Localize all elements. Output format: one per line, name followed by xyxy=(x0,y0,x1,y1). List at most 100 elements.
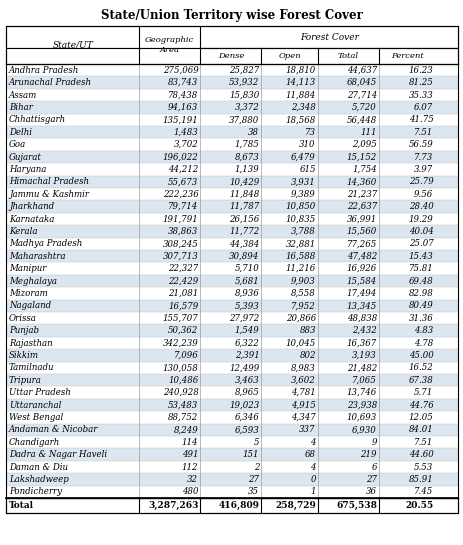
Text: 196,022: 196,022 xyxy=(162,153,198,161)
Bar xyxy=(6,423,457,436)
Bar xyxy=(6,175,457,188)
Text: 21,081: 21,081 xyxy=(168,289,198,298)
Text: West Bengal: West Bengal xyxy=(9,413,63,422)
Text: 22,429: 22,429 xyxy=(168,276,198,286)
Text: Kerala: Kerala xyxy=(9,227,38,236)
Text: 48,838: 48,838 xyxy=(346,314,376,323)
Text: 6: 6 xyxy=(370,463,376,471)
Text: 21,482: 21,482 xyxy=(346,364,376,372)
Text: 15,830: 15,830 xyxy=(229,90,259,100)
Bar xyxy=(6,138,457,151)
Text: 10,850: 10,850 xyxy=(285,202,315,211)
Text: 310: 310 xyxy=(299,140,315,149)
Text: 222,236: 222,236 xyxy=(162,190,198,199)
Text: 0: 0 xyxy=(310,475,315,484)
Text: 27,972: 27,972 xyxy=(229,314,259,323)
Text: 20.55: 20.55 xyxy=(404,501,432,510)
Text: 2,432: 2,432 xyxy=(351,326,376,335)
Text: 27: 27 xyxy=(365,475,376,484)
Text: 16.52: 16.52 xyxy=(408,364,432,372)
Text: 6,346: 6,346 xyxy=(234,413,259,422)
Text: Rajasthan: Rajasthan xyxy=(9,338,52,348)
Text: 5,710: 5,710 xyxy=(234,264,259,273)
Text: Meghalaya: Meghalaya xyxy=(9,276,57,286)
Text: 5.53: 5.53 xyxy=(413,463,432,471)
Text: 1,549: 1,549 xyxy=(234,326,259,335)
Text: 53,932: 53,932 xyxy=(229,78,259,87)
Text: 883: 883 xyxy=(299,326,315,335)
Text: Arunachal Pradesh: Arunachal Pradesh xyxy=(9,78,92,87)
Text: 22,327: 22,327 xyxy=(168,264,198,273)
Text: 11,216: 11,216 xyxy=(285,264,315,273)
Text: 7,065: 7,065 xyxy=(351,376,376,385)
Text: 56.59: 56.59 xyxy=(408,140,432,149)
Text: 5,393: 5,393 xyxy=(234,301,259,310)
Text: 56,448: 56,448 xyxy=(346,116,376,124)
Text: 3,463: 3,463 xyxy=(234,376,259,385)
Bar xyxy=(6,374,457,386)
Text: 4.78: 4.78 xyxy=(413,338,432,348)
Bar xyxy=(6,275,457,287)
Text: 26,156: 26,156 xyxy=(229,215,259,223)
Text: 36,991: 36,991 xyxy=(346,215,376,223)
Text: 111: 111 xyxy=(360,128,376,137)
Bar xyxy=(6,300,457,312)
Bar xyxy=(6,262,457,275)
Text: 14,360: 14,360 xyxy=(346,177,376,186)
Text: 3,372: 3,372 xyxy=(234,103,259,112)
Bar xyxy=(6,151,457,163)
Bar xyxy=(6,461,457,473)
Text: Uttaranchal: Uttaranchal xyxy=(9,401,61,409)
Text: 11,772: 11,772 xyxy=(229,227,259,236)
Text: Mizoram: Mizoram xyxy=(9,289,48,298)
Text: 11,787: 11,787 xyxy=(229,202,259,211)
Text: 240,928: 240,928 xyxy=(162,388,198,397)
Bar xyxy=(6,349,457,361)
Text: 308,245: 308,245 xyxy=(162,239,198,249)
Text: Karnataka: Karnataka xyxy=(9,215,54,223)
Text: 5,720: 5,720 xyxy=(351,103,376,112)
Text: 79,714: 79,714 xyxy=(168,202,198,211)
Text: Jharkhand: Jharkhand xyxy=(9,202,54,211)
Text: 68: 68 xyxy=(304,450,315,459)
Text: 6,593: 6,593 xyxy=(234,425,259,434)
Bar xyxy=(6,89,457,101)
Text: 114: 114 xyxy=(181,438,198,447)
Text: Geographic
Area: Geographic Area xyxy=(145,37,194,53)
Text: 16.23: 16.23 xyxy=(408,66,432,75)
Text: 16,926: 16,926 xyxy=(346,264,376,273)
Text: 7.51: 7.51 xyxy=(413,438,432,447)
Text: 37,880: 37,880 xyxy=(229,116,259,124)
Text: Tripura: Tripura xyxy=(9,376,42,385)
Text: 675,538: 675,538 xyxy=(335,501,376,510)
Text: Jammu & Kashmir: Jammu & Kashmir xyxy=(9,190,89,199)
Text: 12.05: 12.05 xyxy=(408,413,432,422)
Text: 6.07: 6.07 xyxy=(413,103,432,112)
Text: 44,384: 44,384 xyxy=(229,239,259,249)
Text: 615: 615 xyxy=(299,165,315,174)
Text: 1,754: 1,754 xyxy=(351,165,376,174)
Bar xyxy=(6,26,457,48)
Text: 3,602: 3,602 xyxy=(290,376,315,385)
Text: 30,894: 30,894 xyxy=(229,252,259,261)
Text: 23,938: 23,938 xyxy=(346,401,376,409)
Bar xyxy=(6,113,457,126)
Text: 22,637: 22,637 xyxy=(346,202,376,211)
Text: 50,362: 50,362 xyxy=(168,326,198,335)
Text: Andhra Pradesh: Andhra Pradesh xyxy=(9,66,79,75)
Text: Total: Total xyxy=(9,501,34,510)
Text: 12,499: 12,499 xyxy=(229,364,259,372)
Text: 45.00: 45.00 xyxy=(408,351,432,360)
Text: 6,322: 6,322 xyxy=(234,338,259,348)
Text: 275,069: 275,069 xyxy=(162,66,198,75)
Text: 9,903: 9,903 xyxy=(290,276,315,286)
Text: 342,239: 342,239 xyxy=(162,338,198,348)
Bar xyxy=(6,225,457,238)
Text: 16,588: 16,588 xyxy=(285,252,315,261)
Bar xyxy=(6,498,457,513)
Text: 8,965: 8,965 xyxy=(234,388,259,397)
Text: 17,494: 17,494 xyxy=(346,289,376,298)
Text: 416,809: 416,809 xyxy=(218,501,259,510)
Text: 32,881: 32,881 xyxy=(285,239,315,249)
Text: 77,265: 77,265 xyxy=(346,239,376,249)
